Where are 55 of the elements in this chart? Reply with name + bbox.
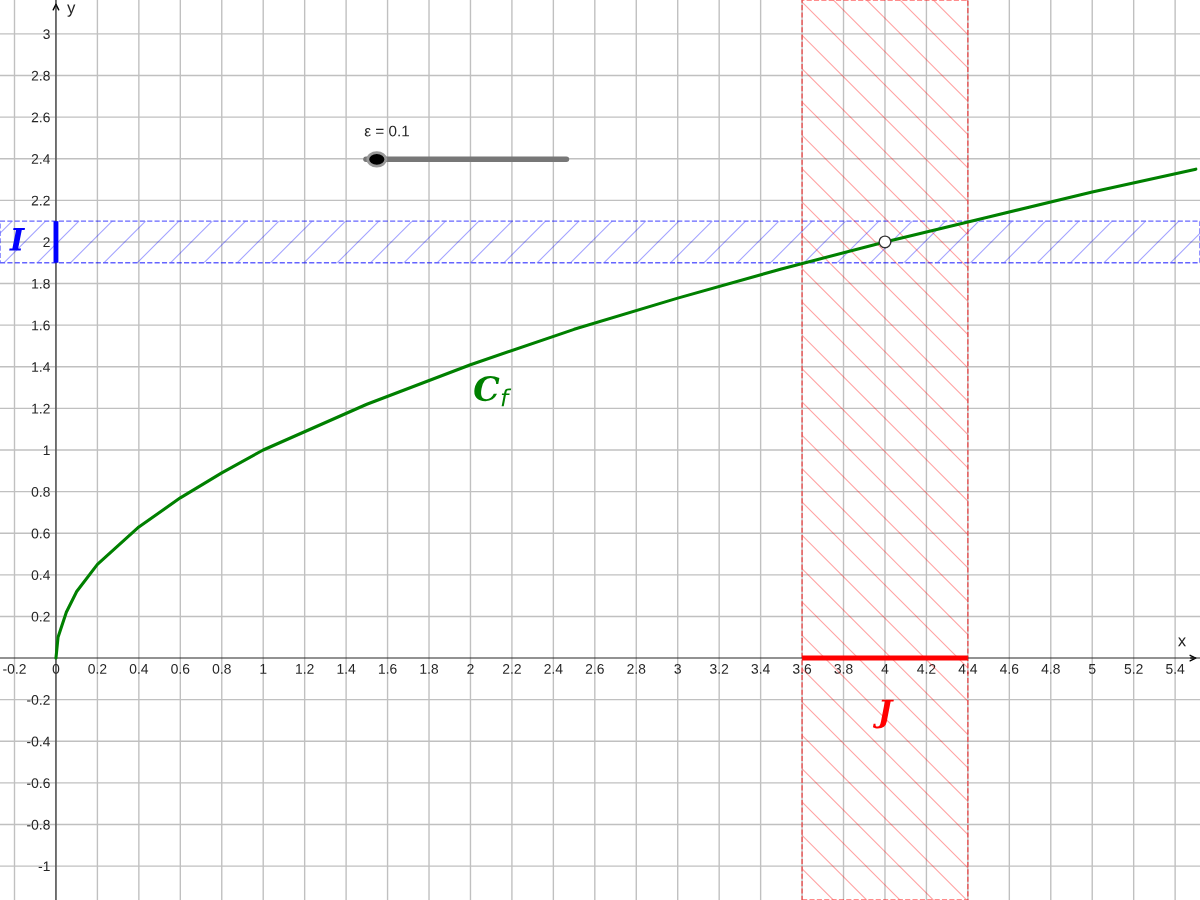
y-tick-label: 1.8: [32, 278, 50, 289]
y-tick-label: -0.6: [27, 778, 50, 789]
y-tick-label: 1: [43, 445, 50, 456]
x-tick-label: 2: [467, 663, 474, 674]
x-tick-label: 2.8: [627, 663, 646, 674]
y-tick-label: -1: [38, 861, 50, 872]
line-series: [54, 167, 1198, 660]
x-tick-label: 4.4: [958, 664, 978, 674]
x-tick-label: 1.6: [378, 663, 397, 674]
y-tick-label: 1.6: [32, 320, 50, 331]
series-label: C$_{f}$: [474, 375, 512, 407]
x-tick-label: 4.2: [917, 663, 936, 674]
x-tick-label: 0.8: [212, 663, 231, 674]
x-tick-label: -0.2: [3, 663, 26, 674]
y-tick-label: 0.6: [31, 528, 50, 539]
x-tick-label: 1.2: [296, 663, 314, 674]
x-tick-label: 0.6: [171, 663, 190, 674]
annotation: ε = 0.1: [364, 125, 409, 137]
y-tick-label: 1.2: [32, 403, 50, 414]
x-tick-label: 3.8: [834, 663, 853, 674]
y-tick-label: 1.4: [32, 362, 50, 372]
y-tick-label: 0.8: [31, 486, 50, 497]
y-tick-label: 3: [43, 29, 50, 40]
y-axis-title: y: [67, 4, 76, 17]
x-tick-label: 2.4: [544, 663, 563, 674]
x-tick-label: 0.4: [129, 663, 149, 674]
x-tick-label: 0.2: [88, 663, 107, 674]
x-tick-label: 2.2: [502, 663, 521, 674]
y-tick-label: -0.2: [27, 694, 50, 705]
x-tick-label: 4.8: [1041, 663, 1060, 674]
y-tick-label: 2.8: [31, 70, 50, 81]
band-label: J: [872, 699, 894, 729]
x-tick-label: 1.8: [420, 663, 439, 674]
y-tick-label: 2.4: [31, 154, 50, 164]
y-tick-label: 2.2: [31, 195, 50, 206]
x-axis-title: x: [1178, 637, 1186, 647]
y-tick-label: 2: [43, 237, 50, 247]
y-tick-label: 0.2: [31, 611, 50, 622]
x-tick-label: 4: [881, 664, 889, 674]
x-tick-label: 1: [260, 664, 267, 674]
y-tick-label: 2.6: [31, 112, 50, 123]
band-label: I: [9, 228, 25, 251]
y-tick-label: -0.8: [27, 819, 50, 830]
y-tick-label: -0.4: [27, 736, 50, 747]
x-tick-label: 1.4: [337, 664, 356, 674]
x-tick-label: 5: [1088, 664, 1096, 674]
x-tick-label: 3.6: [792, 663, 812, 674]
y-tick-label: 0.4: [31, 570, 50, 580]
x-tick-label: 5.4: [1166, 664, 1185, 674]
x-tick-label: 3.4: [751, 663, 770, 674]
x-tick-label: 5.2: [1124, 663, 1143, 674]
x-tick-label: 3.2: [710, 663, 729, 674]
x-tick-label: 3: [674, 663, 681, 674]
x-tick-label: 2.6: [585, 663, 604, 674]
x-tick-label: 4.6: [999, 663, 1019, 674]
